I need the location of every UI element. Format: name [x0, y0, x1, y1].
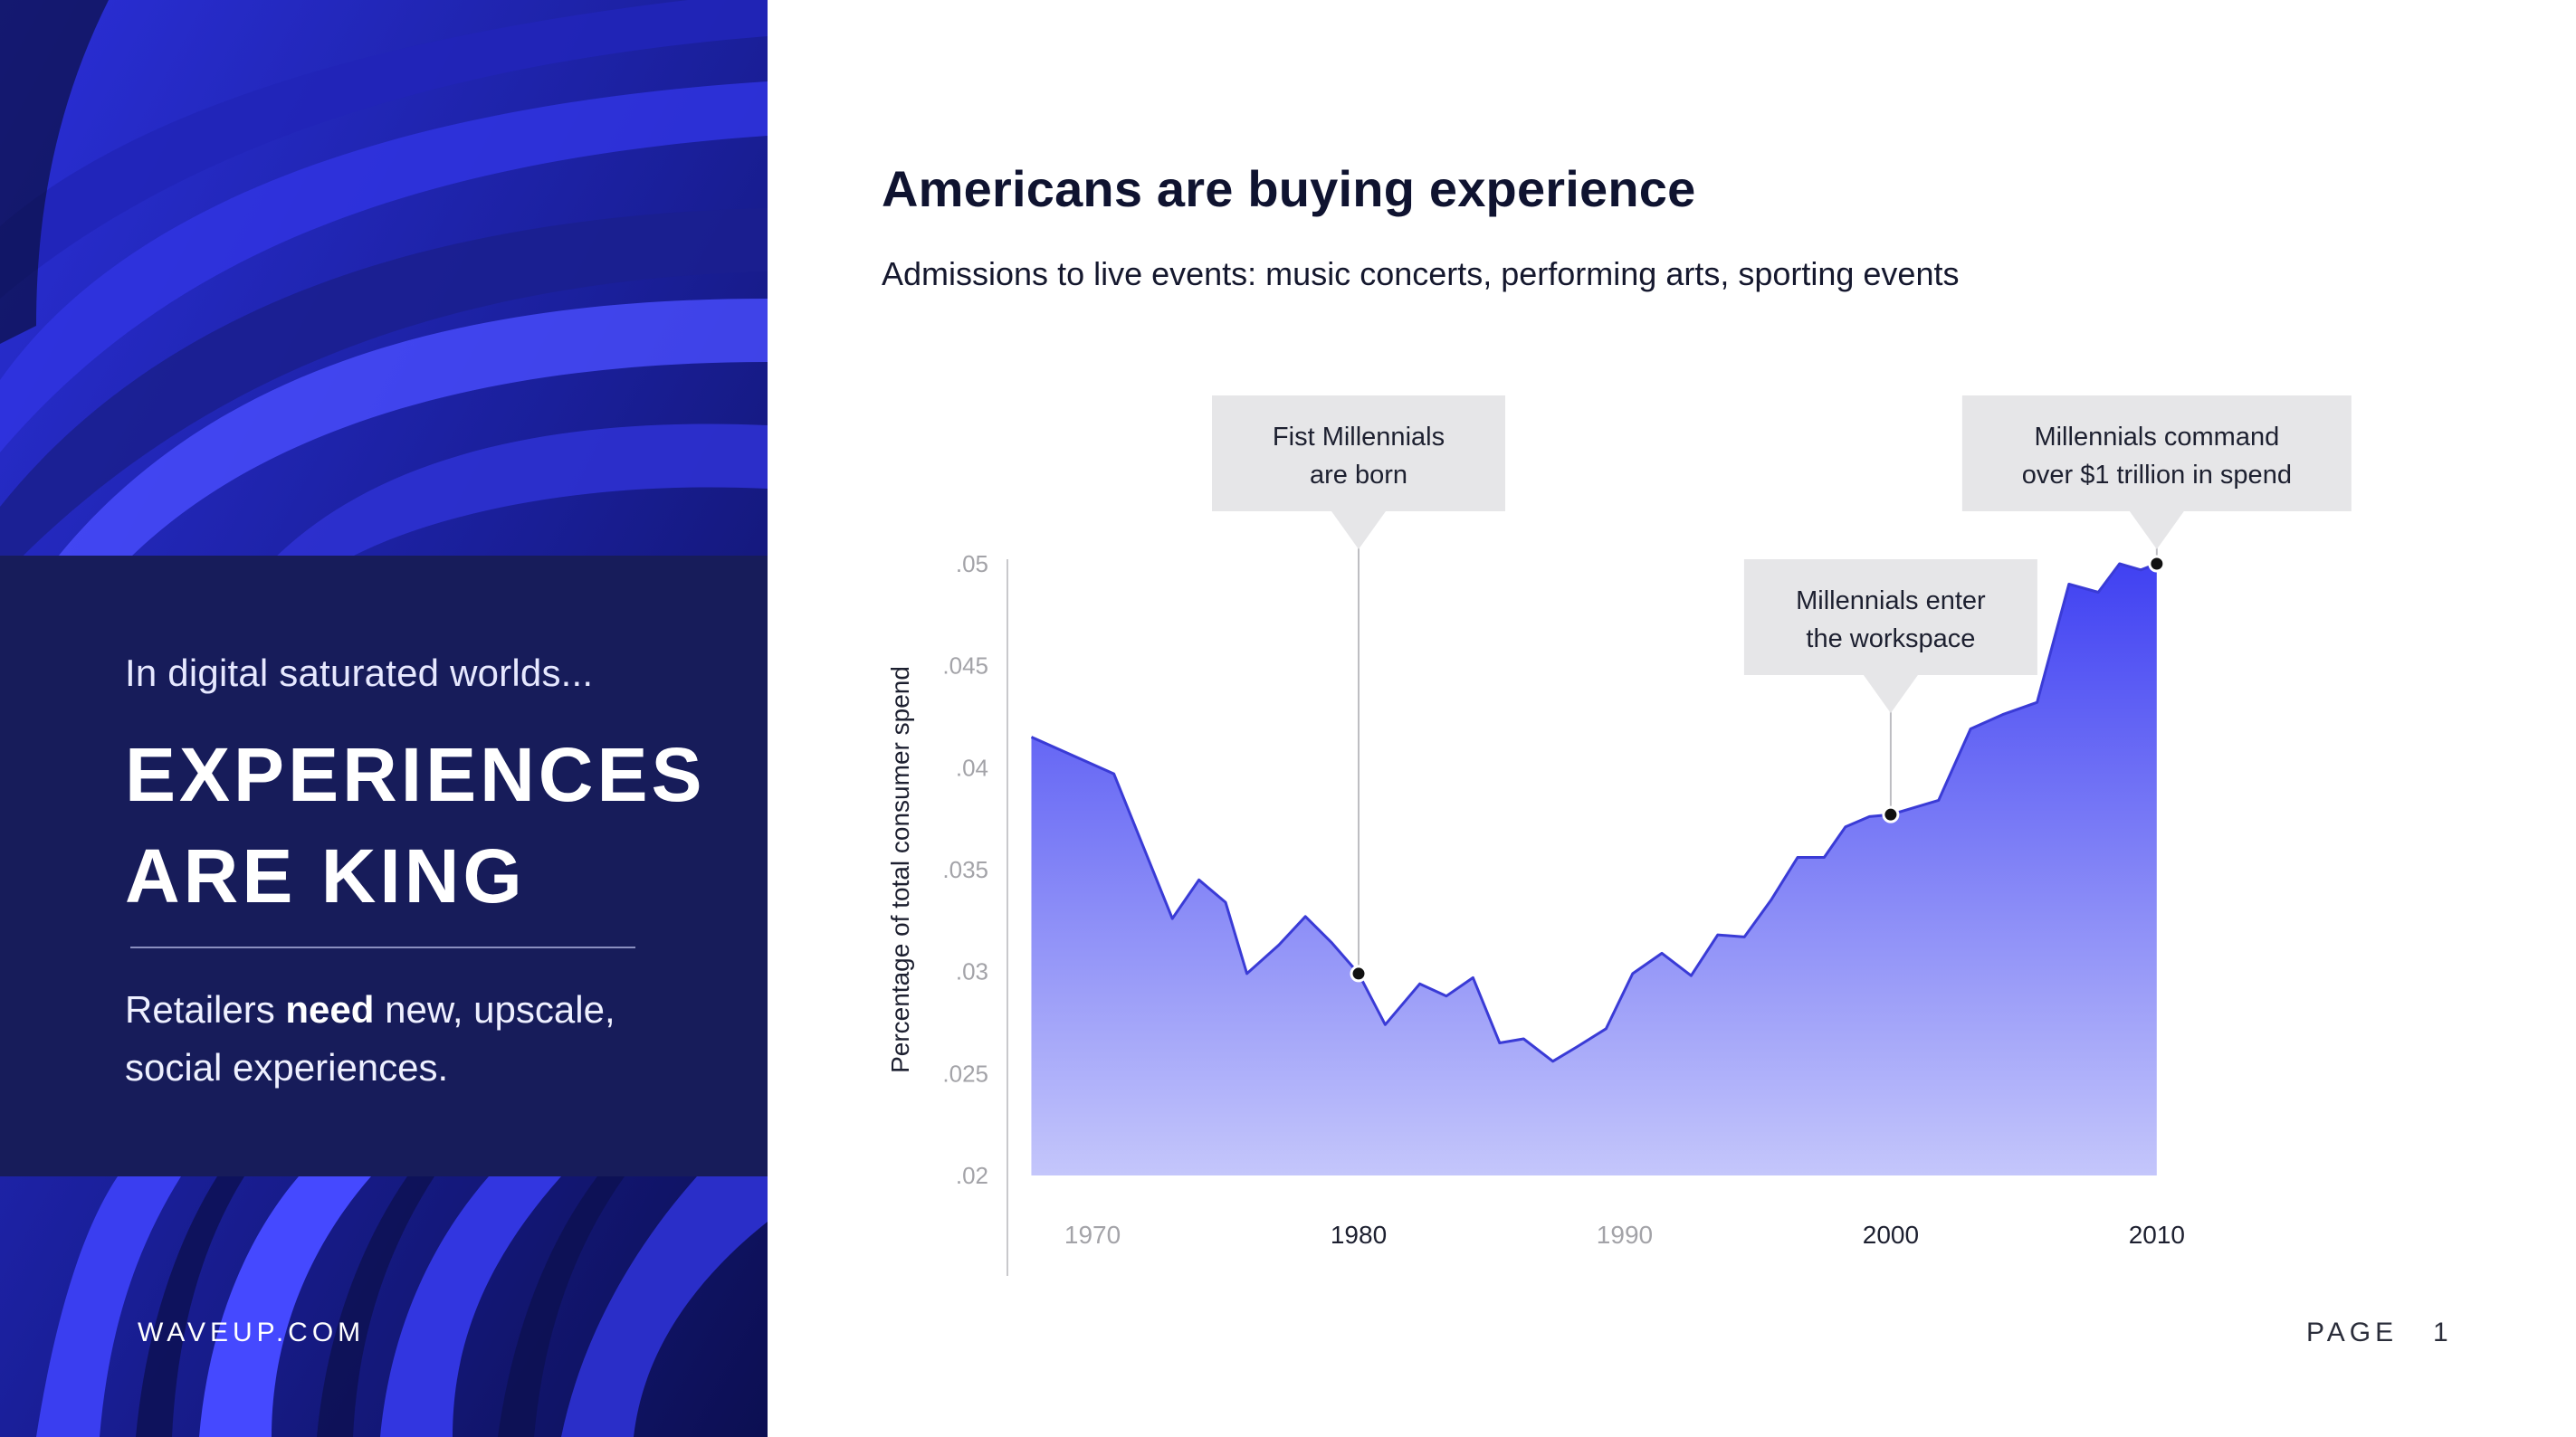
y-tick-label: .045	[942, 652, 988, 680]
y-tick-label: .025	[942, 1060, 988, 1087]
chart-subtitle: Admissions to live events: music concert…	[882, 255, 1960, 292]
area-line	[1030, 562, 2158, 1063]
annotation-point	[1882, 805, 1900, 823]
tagline-post: new, upscale, social experiences.	[125, 988, 615, 1089]
x-tick-label: 1980	[1331, 1221, 1387, 1249]
annotation-box	[1743, 559, 2037, 713]
headline: EXPERIENCES ARE KING	[125, 724, 704, 927]
y-tick-label: .02	[956, 1162, 988, 1189]
area-fill	[1031, 564, 2157, 1175]
y-tick-label: .05	[956, 550, 988, 577]
hero-panel: In digital saturated worlds... EXPERIENC…	[0, 0, 768, 1437]
y-axis-title: Percentage of total consumer spend	[886, 666, 914, 1073]
annotation-callout: Millennials command over $1 trillion in s…	[1961, 395, 2352, 573]
page-label: PAGE	[2306, 1318, 2399, 1347]
tagline-pre: Retailers	[125, 988, 286, 1031]
website-link[interactable]: WAVEUP.COM	[138, 1318, 366, 1347]
annotation-point	[1350, 965, 1368, 983]
tagline-bold: need	[285, 988, 375, 1031]
annotation-box	[1961, 395, 2352, 549]
annotation-callout: Fist Millennials are born	[1212, 395, 1506, 983]
annotation-text-line1: Fist Millennials	[1273, 423, 1445, 452]
headline-line-2: ARE KING	[125, 833, 526, 918]
tagline: Retailers need new, upscale, social expe…	[125, 981, 686, 1097]
y-tick-label: .035	[942, 856, 988, 883]
chart-title: Americans are buying experience	[882, 160, 1696, 217]
headline-line-1: EXPERIENCES	[125, 732, 706, 817]
x-tick-label: 2000	[1863, 1221, 1919, 1249]
y-tick-label: .03	[956, 958, 988, 985]
annotation-text-line1: Millennials enter	[1796, 586, 1986, 615]
annotation-callout: Millennials enter the workspace	[1743, 559, 2037, 823]
annotation-text-line1: Millennials command	[2034, 423, 2279, 452]
annotation-text-line2: are born	[1310, 461, 1407, 490]
headline-card: In digital saturated worlds... EXPERIENC…	[0, 556, 768, 1176]
x-tick-label: 1990	[1597, 1221, 1653, 1249]
kicker-text: In digital saturated worlds...	[125, 652, 594, 694]
x-tick-label: 2010	[2129, 1221, 2185, 1249]
annotation-point	[2148, 555, 2166, 573]
annotation-box	[1212, 395, 1506, 549]
page-number: 1	[2433, 1318, 2448, 1347]
y-tick-label: .04	[956, 754, 988, 781]
annotation-text-line2: the workspace	[1806, 624, 1975, 653]
x-tick-label: 1970	[1064, 1221, 1121, 1249]
annotation-text-line2: over $1 trillion in spend	[2022, 461, 2292, 490]
divider	[130, 947, 635, 948]
